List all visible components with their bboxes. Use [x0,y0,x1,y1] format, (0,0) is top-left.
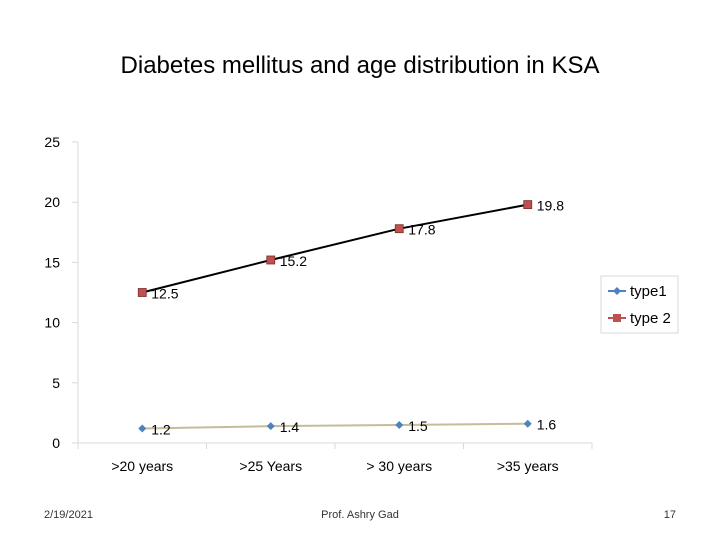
legend-marker [613,287,621,295]
data-point [266,255,276,265]
x-tick-label: >35 years [497,458,559,474]
data-label: 1.6 [537,417,557,433]
data-label: 12.5 [151,286,178,302]
y-tick-label: 20 [44,194,60,210]
data-label: 1.5 [408,418,428,434]
series-line-type-2 [142,203,528,294]
x-tick-label: >20 years [111,458,173,474]
data-point [266,422,275,431]
footer-date: 2/19/2021 [44,509,93,521]
data-label: 1.4 [280,419,300,435]
data-label: 19.8 [537,198,564,214]
data-point [138,424,147,433]
footer-author: Prof. Ashry Gad [321,509,399,521]
data-point [523,200,533,210]
legend-label: type 2 [630,310,671,327]
data-point [137,288,147,297]
page-number: 17 [663,509,676,521]
data-label: 15.2 [280,253,307,269]
slide-title: Diabetes mellitus and age distribution i… [120,52,600,79]
y-tick-label: 25 [44,134,60,150]
data-point [394,224,404,234]
x-tick-label: > 30 years [366,458,432,474]
legend-box [600,275,679,334]
y-tick-label: 5 [52,375,60,391]
data-point [395,420,404,429]
legend-label: type1 [630,283,667,300]
legend-marker [613,314,621,322]
data-label: 1.2 [151,422,171,438]
y-tick-label: 10 [44,315,60,331]
data-label: 17.8 [408,222,435,238]
series-line-type1 [142,422,528,430]
y-tick-label: 0 [52,435,60,451]
x-tick-label: >25 Years [239,458,302,474]
data-point [523,419,532,428]
y-tick-label: 15 [44,254,60,270]
